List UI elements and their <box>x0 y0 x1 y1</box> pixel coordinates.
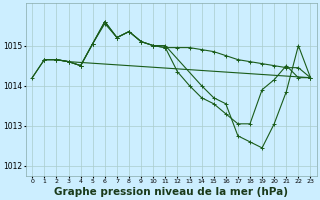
X-axis label: Graphe pression niveau de la mer (hPa): Graphe pression niveau de la mer (hPa) <box>54 187 288 197</box>
